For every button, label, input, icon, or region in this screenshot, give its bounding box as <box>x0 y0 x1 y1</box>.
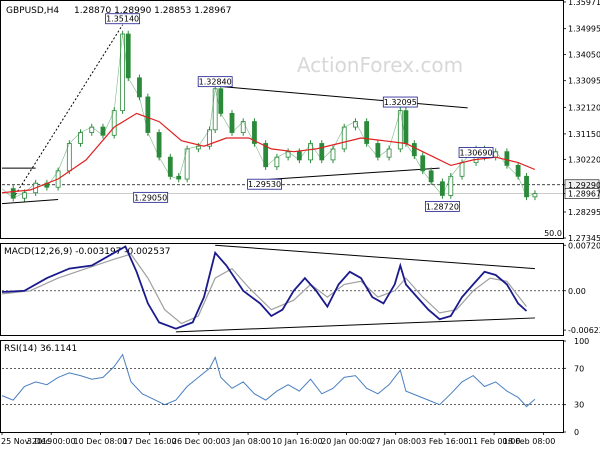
time-tick-label: 20 Jan 00:00 <box>321 437 372 446</box>
macd-signal-line <box>1 253 527 325</box>
price-annotation: 1.32840 <box>197 76 233 88</box>
macd-trendline <box>175 317 535 333</box>
time-tick-label: 3 Feb 16:00 <box>421 437 468 446</box>
time-tick-label: 25 Nov 2019 <box>1 437 52 446</box>
annotation-label: 1.30690 <box>459 148 492 157</box>
price-annotation: 1.32095 <box>382 96 418 108</box>
rsi-label: RSI(14) 36.1141 <box>4 344 77 354</box>
watermark: ActionForex.com <box>297 53 463 77</box>
price-tick-label: 1.34995 <box>568 25 600 34</box>
candle-body <box>532 193 538 198</box>
price-tick-label: 1.29290 <box>568 181 600 190</box>
price-marker-box <box>564 188 600 199</box>
price-tick-label: 1.28295 <box>568 208 600 217</box>
moving-average-line <box>1 112 536 194</box>
price-corner-label: 50.0 <box>544 229 562 238</box>
macd-tick-label: 0.007201 <box>568 241 600 250</box>
time-tick-label: 11 Feb 00:00 <box>468 437 520 446</box>
candle-body <box>403 110 409 144</box>
price-tick-label: 1.33095 <box>568 77 600 86</box>
macd-label: MACD(12,26,9) -0.003197 -0.002537 <box>4 247 170 257</box>
time-tick-label: 10 Jan 16:00 <box>272 437 323 446</box>
lower-trendline <box>254 167 440 181</box>
annotation-box <box>458 147 494 158</box>
time-tick-label: 18 Feb 08:00 <box>503 437 555 446</box>
annotation-box <box>105 13 141 25</box>
rsi-axis: 100 70 30 0 <box>563 337 589 437</box>
price-layer: 1.35140 1.32840 1.32095 1.30690 1.29050 1.295… <box>1 13 563 212</box>
price-tick-label: 1.34050 <box>568 51 600 60</box>
annotation-label: 1.29050 <box>134 193 167 202</box>
price-tick-label: 1.27345 <box>568 234 600 243</box>
left-support-line <box>1 199 59 205</box>
macd-line <box>1 245 528 330</box>
price-tick-label: 1.31150 <box>568 130 600 139</box>
price-panel-frame <box>0 0 564 239</box>
annotation-label: 1.32095 <box>384 98 417 107</box>
annotation-box <box>197 76 233 88</box>
symbol-info: GBPUSD,H4 <box>6 6 59 16</box>
annotation-box <box>424 200 460 212</box>
price-close-line <box>1 33 536 199</box>
macd-trendline <box>215 244 535 270</box>
price-tick-label: 1.28967 <box>568 190 600 199</box>
rsi-tick-label: 0 <box>574 428 579 437</box>
time-tick-label: 3 Jan 08:00 <box>225 437 271 446</box>
annotation-label: 1.28720 <box>426 202 459 211</box>
ohlc-readout: 1.28870 1.28990 1.28853 1.28967 <box>74 6 231 16</box>
macd-panel-frame <box>0 243 564 336</box>
price-tick-label: 1.35971 <box>568 0 600 7</box>
price-annotation: 1.35140 <box>105 13 141 25</box>
price-axis: 1.35971 1.34995 1.34050 1.33095 1.32120 1.311… <box>563 0 600 243</box>
rsi-layer <box>1 353 563 408</box>
candle-body <box>218 88 224 114</box>
annotation-label: 1.35140 <box>106 15 139 24</box>
price-annotation: 1.29530 <box>247 178 282 190</box>
time-tick-label: 3 Dec 00:00 <box>27 437 76 446</box>
upper-trendline <box>215 85 468 109</box>
candle-body <box>125 33 131 79</box>
annotation-label: 1.29530 <box>248 180 281 189</box>
price-annotation: 1.28720 <box>424 200 460 212</box>
annotation-box <box>247 178 282 190</box>
price-annotation: 1.29050 <box>133 191 169 203</box>
annotation-box <box>133 191 169 203</box>
macd-tick-label: 0.00 <box>568 287 586 296</box>
price-annotation: 1.30690 <box>458 147 494 158</box>
rsi-line <box>1 353 536 408</box>
price-tick-label: 1.30220 <box>568 155 600 164</box>
time-tick-label: 27 Jan 08:00 <box>370 437 421 446</box>
macd-tick-label: -0.006229 <box>568 326 600 335</box>
rsi-panel-frame <box>0 340 564 433</box>
macd-layer <box>1 244 563 333</box>
time-tick-label: 10 Dec 08:00 <box>74 437 128 446</box>
time-tick-label: 26 Dec 00:00 <box>172 437 226 446</box>
macd-axis: 0.007201 0.00 -0.006229 <box>563 241 600 335</box>
rsi-tick-label: 100 <box>574 337 589 346</box>
price-tick-label: 1.32120 <box>568 103 600 112</box>
time-tick-label: 17 Dec 16:00 <box>123 437 177 446</box>
annotation-box <box>382 96 418 108</box>
rsi-tick-label: 30 <box>574 401 584 410</box>
rsi-tick-label: 70 <box>574 364 584 373</box>
annotation-label: 1.32840 <box>199 78 232 87</box>
